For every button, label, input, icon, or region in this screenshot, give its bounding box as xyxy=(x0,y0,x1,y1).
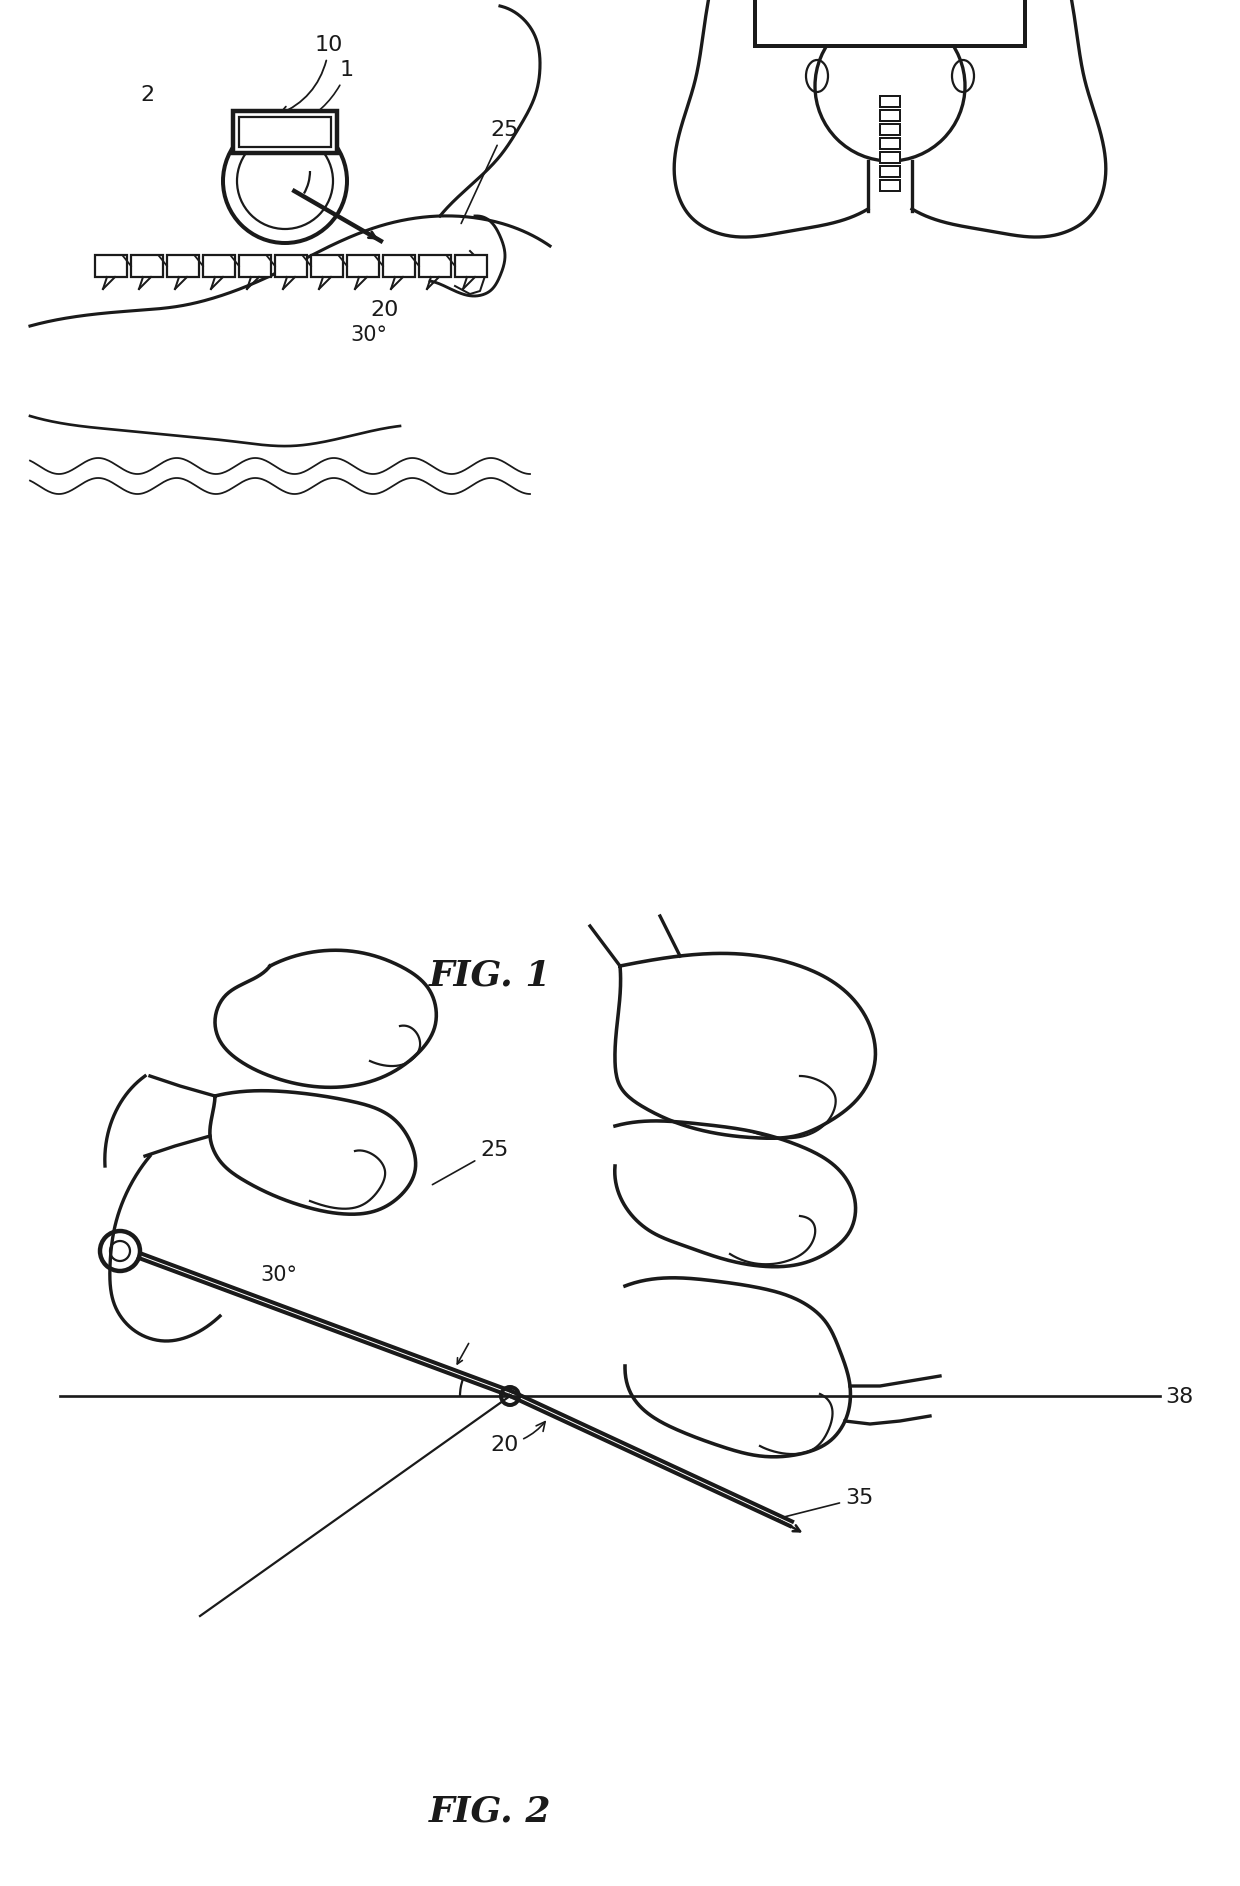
Text: 30°: 30° xyxy=(260,1266,298,1284)
Bar xyxy=(880,153,900,162)
Text: 38: 38 xyxy=(1166,1386,1193,1407)
Bar xyxy=(233,111,337,153)
Bar xyxy=(880,124,900,136)
Bar xyxy=(419,255,451,277)
Text: 1: 1 xyxy=(298,60,355,124)
Bar xyxy=(880,179,900,190)
Text: FIG. 2: FIG. 2 xyxy=(429,1794,552,1828)
Bar xyxy=(880,109,900,121)
Text: 30°: 30° xyxy=(350,324,387,345)
Bar xyxy=(347,255,379,277)
Bar xyxy=(455,255,487,277)
Bar xyxy=(755,0,1025,45)
Bar xyxy=(275,255,308,277)
Bar xyxy=(131,255,162,277)
Text: 10: 10 xyxy=(279,36,343,115)
Bar xyxy=(880,138,900,149)
Bar xyxy=(880,166,900,177)
Bar xyxy=(880,96,900,108)
Bar xyxy=(239,117,331,147)
Text: FIG. 1: FIG. 1 xyxy=(429,958,552,994)
Text: 25: 25 xyxy=(433,1139,508,1184)
Bar xyxy=(383,255,415,277)
Text: 20: 20 xyxy=(370,300,398,321)
Text: 25: 25 xyxy=(461,121,518,223)
Text: 2: 2 xyxy=(140,85,154,106)
Bar xyxy=(167,255,198,277)
Bar xyxy=(95,255,126,277)
Bar xyxy=(203,255,236,277)
Bar xyxy=(239,255,272,277)
Bar xyxy=(311,255,343,277)
Text: 20: 20 xyxy=(490,1422,546,1454)
Text: 35: 35 xyxy=(782,1488,873,1518)
